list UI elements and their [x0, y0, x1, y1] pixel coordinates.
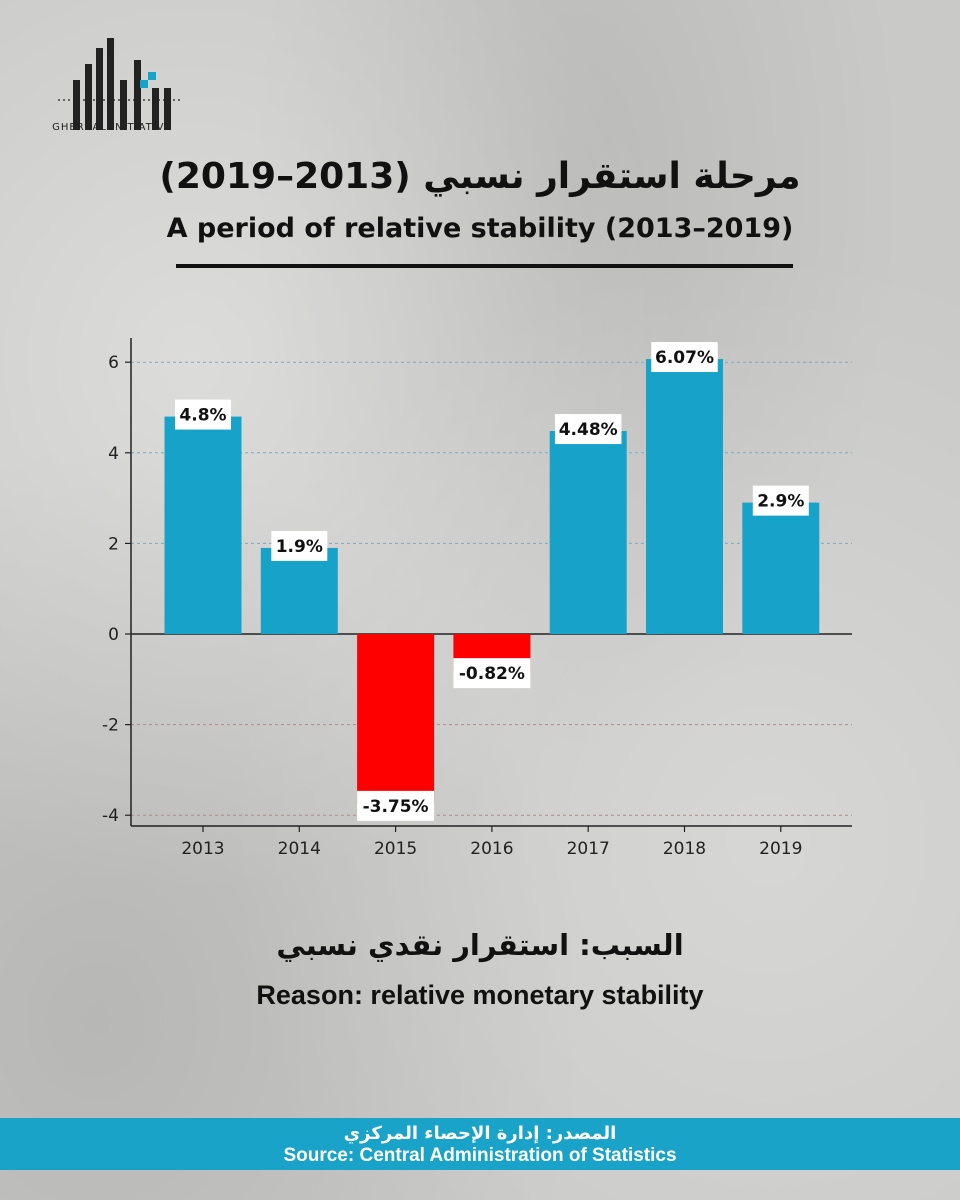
y-tick-label: 6: [108, 353, 119, 373]
y-tick-label: 4: [108, 444, 119, 464]
data-label: 1.9%: [276, 537, 323, 557]
data-label-box: [651, 342, 718, 373]
source-arabic: المصدر: إدارة الإحصاء المركزي: [343, 1123, 617, 1144]
data-label-box: [175, 399, 231, 430]
data-label: 4.48%: [559, 420, 618, 440]
y-tick-label: -2: [102, 716, 119, 736]
x-tick-label: 2014: [278, 839, 321, 859]
reason-arabic: السبب: استقرار نقدي نسبي: [276, 928, 684, 962]
bar-2015: [357, 634, 435, 804]
bar-2013: [164, 416, 242, 634]
y-tick-label: 0: [108, 625, 119, 645]
data-label-box: [453, 658, 531, 689]
logo-text: GHERBAL INITIATIVE: [52, 122, 172, 133]
x-tick-label: 2017: [567, 839, 610, 859]
bar-2014: [260, 547, 338, 634]
bar-2017: [549, 431, 627, 634]
data-label-box: [752, 485, 809, 516]
title-divider: [176, 264, 793, 268]
data-label-box: [554, 414, 622, 445]
x-tick-label: 2013: [181, 839, 224, 859]
source-english: Source: Central Administration of Statis…: [283, 1145, 677, 1166]
x-tick-label: 2016: [470, 839, 513, 859]
title-arabic: مرحلة استقرار نسبي (2013–2019): [159, 156, 801, 197]
data-label: 6.07%: [655, 348, 714, 368]
bar-2016: [453, 634, 531, 672]
reason-english: Reason: relative monetary stability: [256, 980, 704, 1010]
x-tick-label: 2015: [374, 839, 417, 859]
bar-2019: [742, 502, 820, 634]
gherbal-logo: [58, 38, 180, 130]
data-label: -3.75%: [363, 797, 429, 817]
x-tick-label: 2018: [663, 839, 706, 859]
source-footer: المصدر: إدارة الإحصاء المركزي Source: Ce…: [0, 1118, 960, 1170]
x-tick-label: 2019: [759, 839, 802, 859]
data-label: 2.9%: [757, 492, 804, 512]
y-tick-label: 2: [108, 534, 119, 554]
data-label-box: [357, 790, 435, 821]
bar-2018: [646, 359, 723, 634]
y-tick-label: -4: [102, 806, 119, 826]
data-label: -0.82%: [459, 664, 525, 684]
data-label: 4.8%: [179, 406, 226, 426]
data-label-box: [271, 530, 328, 561]
title-english: A period of relative stability (2013–201…: [166, 213, 794, 244]
